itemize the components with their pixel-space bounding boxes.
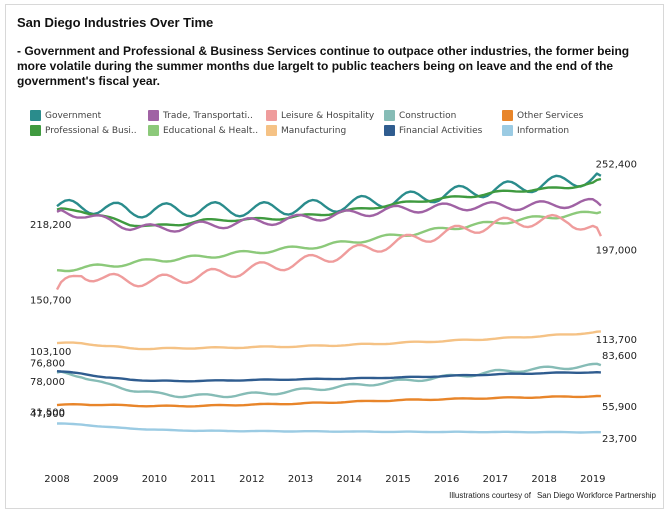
left-value-label: 76,800 [30,359,65,370]
x-tick-label: 2011 [190,474,215,485]
legend-label: Manufacturing [281,125,347,136]
right-value-label: 55,900 [602,402,637,413]
x-tick-label: 2015 [385,474,410,485]
legend-swatch [148,110,159,121]
x-tick-label: 2008 [44,474,69,485]
series-line-construction[interactable] [56,362,602,399]
right-value-label: 252,400 [596,159,637,170]
x-tick-layer: 2008 2009 2010 2011 2012 2013 2014 2015 2016 2017… [44,474,605,485]
legend-label: Information [517,125,570,136]
legend-swatch [30,110,41,121]
legend-swatch [502,125,513,136]
legend-item-manufacturing[interactable]: Manufacturing [266,125,346,136]
legend-label: Leisure & Hospitality [281,110,375,121]
x-tick-label: 2010 [142,474,167,485]
left-value-label: 78,000 [30,377,65,388]
legend-label: Government [45,110,102,121]
left-value-label: 218,200 [30,220,71,231]
series-line-information[interactable] [57,422,601,434]
legend-label: Professional & Busi.. [45,125,137,136]
left-value-label: 31,500 [30,407,65,418]
x-tick-label: 2016 [434,474,459,485]
right-value-label: 83,600 [602,351,637,362]
series-layer [55,172,602,434]
legend-label: Other Services [517,110,584,121]
legend-item-leisure[interactable]: Leisure & Hospitality [266,110,374,121]
x-tick-label: 2018 [531,474,556,485]
series-line-government[interactable] [56,172,602,219]
series-line-educational-healt[interactable] [56,210,602,273]
series-line-manufacturing[interactable] [56,330,601,351]
chart-frame [5,4,664,509]
legend-item-other-services[interactable]: Other Services [502,110,583,121]
right-value-label: 113,700 [596,335,637,346]
credit-line: Illustrations courtesy of San Diego Workf… [443,491,656,500]
legend-item-educational[interactable]: Educational & Healt.. [148,125,258,136]
legend-swatch [502,110,513,121]
x-tick-label: 2013 [288,474,313,485]
x-tick-label: 2019 [580,474,605,485]
left-value-label: 47,900 [30,409,65,420]
x-tick-label: 2009 [93,474,118,485]
legend-swatch [384,110,395,121]
legend-swatch [266,110,277,121]
legend-swatch [148,125,159,136]
credit-org: San Diego Workforce Partnership [536,491,656,500]
chart-subtitle: - Government and Professional & Business… [17,44,630,88]
legend-label: Trade, Transportati.. [163,110,253,121]
series-line-trade-transportati[interactable] [56,197,602,233]
legend-swatch [30,125,41,136]
credit-prefix: Illustrations courtesy of [449,491,531,500]
legend-label: Financial Activities [399,125,483,136]
series-line-leisure-hospitality[interactable] [55,213,602,291]
legend-item-government[interactable]: Government [30,110,101,121]
legend-item-professional[interactable]: Professional & Busi.. [30,125,137,136]
chart-title: San Diego Industries Over Time [17,15,214,30]
legend-item-financial[interactable]: Financial Activities [384,125,482,136]
left-value-label: 103,100 [30,347,71,358]
x-tick-label: 2014 [337,474,362,485]
x-tick-label: 2017 [483,474,508,485]
legend-item-trade[interactable]: Trade, Transportati.. [148,110,253,121]
series-line-financial-activities[interactable] [56,370,601,383]
legend-item-construction[interactable]: Construction [384,110,456,121]
left-value-label: 150,700 [30,296,71,307]
legend-swatch [266,125,277,136]
legend-label: Construction [399,110,457,121]
right-value-label: 23,700 [602,434,637,445]
right-value-label: 197,000 [596,246,637,257]
legend-item-information[interactable]: Information [502,125,569,136]
legend-swatch [384,125,395,136]
series-line-other-services[interactable] [56,394,601,408]
legend-label: Educational & Healt.. [163,125,259,136]
x-tick-label: 2012 [239,474,264,485]
